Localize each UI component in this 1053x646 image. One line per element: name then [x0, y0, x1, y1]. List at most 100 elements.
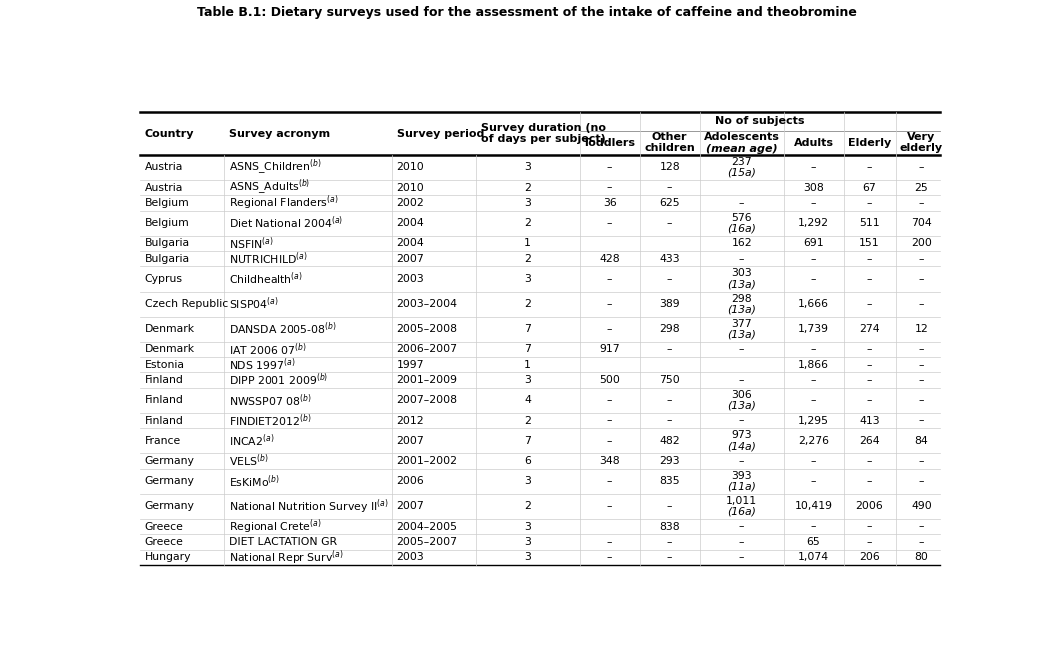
Text: DIPP 2001 2009$^{(b)}$: DIPP 2001 2009$^{(b)}$ — [229, 372, 327, 388]
Text: –: – — [919, 375, 925, 385]
Text: –: – — [811, 395, 816, 405]
Text: –: – — [739, 254, 744, 264]
Text: 2,276: 2,276 — [798, 436, 829, 446]
Text: (13a): (13a) — [728, 280, 756, 289]
Text: 377: 377 — [731, 318, 752, 329]
Text: Finland: Finland — [144, 415, 183, 426]
Text: Survey duration (no
of days per subject): Survey duration (no of days per subject) — [480, 123, 605, 144]
Text: 298: 298 — [731, 293, 752, 304]
Text: 308: 308 — [803, 183, 823, 193]
Text: Finland: Finland — [144, 375, 183, 385]
Text: 576: 576 — [731, 213, 752, 223]
Text: 1,866: 1,866 — [798, 360, 829, 370]
Text: 206: 206 — [859, 552, 880, 562]
Text: –: – — [607, 218, 613, 228]
Text: 7: 7 — [524, 324, 531, 334]
Text: 151: 151 — [859, 238, 880, 249]
Text: 1997: 1997 — [397, 360, 424, 370]
Text: 2002: 2002 — [397, 198, 424, 208]
Text: –: – — [919, 254, 925, 264]
Text: 2005–2008: 2005–2008 — [397, 324, 458, 334]
Text: 2007: 2007 — [397, 436, 424, 446]
Text: 306: 306 — [731, 390, 752, 400]
Text: –: – — [919, 360, 925, 370]
Text: –: – — [867, 456, 872, 466]
Text: INCA2$^{(a)}$: INCA2$^{(a)}$ — [229, 433, 274, 449]
Text: –: – — [739, 552, 744, 562]
Text: 3: 3 — [524, 375, 531, 385]
Text: 2007–2008: 2007–2008 — [397, 395, 458, 405]
Text: 1,074: 1,074 — [798, 552, 829, 562]
Text: –: – — [667, 501, 673, 512]
Text: –: – — [607, 476, 613, 486]
Text: –: – — [739, 415, 744, 426]
Text: –: – — [607, 436, 613, 446]
Text: –: – — [667, 552, 673, 562]
Text: (15a): (15a) — [728, 168, 756, 178]
Text: (14a): (14a) — [728, 441, 756, 452]
Text: Denmark: Denmark — [144, 344, 195, 355]
Text: National Nutrition Survey II$^{(a)}$: National Nutrition Survey II$^{(a)}$ — [229, 497, 389, 516]
Text: –: – — [607, 274, 613, 284]
Text: 2007: 2007 — [397, 254, 424, 264]
Text: 1,666: 1,666 — [798, 299, 829, 309]
Text: 80: 80 — [915, 552, 929, 562]
Text: 200: 200 — [911, 238, 932, 249]
Text: 2006: 2006 — [397, 476, 424, 486]
Text: –: – — [667, 537, 673, 547]
Text: VELS$^{(b)}$: VELS$^{(b)}$ — [229, 453, 269, 470]
Text: 237: 237 — [731, 157, 752, 167]
Text: –: – — [811, 344, 816, 355]
Text: 389: 389 — [659, 299, 680, 309]
Text: Germany: Germany — [144, 501, 195, 512]
Text: Finland: Finland — [144, 395, 183, 405]
Text: –: – — [739, 521, 744, 532]
Text: Belgium: Belgium — [144, 198, 190, 208]
Text: –: – — [739, 375, 744, 385]
Text: 7: 7 — [524, 344, 531, 355]
Text: Very
elderly: Very elderly — [900, 132, 943, 154]
Text: 2001–2002: 2001–2002 — [397, 456, 458, 466]
Text: –: – — [739, 456, 744, 466]
Text: EsKiMo$^{(b)}$: EsKiMo$^{(b)}$ — [229, 473, 280, 490]
Text: NSFIN$^{(a)}$: NSFIN$^{(a)}$ — [229, 235, 274, 252]
Text: –: – — [667, 415, 673, 426]
Text: Childhealth$^{(a)}$: Childhealth$^{(a)}$ — [229, 271, 302, 287]
Text: 2007: 2007 — [397, 501, 424, 512]
Text: Germany: Germany — [144, 456, 195, 466]
Text: 162: 162 — [731, 238, 752, 249]
Text: –: – — [867, 274, 872, 284]
Text: NUTRICHILD$^{(a)}$: NUTRICHILD$^{(a)}$ — [229, 251, 307, 267]
Text: Survey acronym: Survey acronym — [229, 129, 330, 139]
Text: Regional Crete$^{(a)}$: Regional Crete$^{(a)}$ — [229, 517, 321, 536]
Text: 2: 2 — [524, 218, 531, 228]
Text: 2004: 2004 — [397, 218, 424, 228]
Text: Survey period: Survey period — [397, 129, 484, 139]
Text: –: – — [919, 198, 925, 208]
Text: 413: 413 — [859, 415, 880, 426]
Text: Austria: Austria — [144, 183, 183, 193]
Text: ASNS_Adults$^{(b)}$: ASNS_Adults$^{(b)}$ — [229, 178, 310, 197]
Text: Cyprus: Cyprus — [144, 274, 182, 284]
Text: 917: 917 — [599, 344, 620, 355]
Text: –: – — [607, 501, 613, 512]
Text: 3: 3 — [524, 274, 531, 284]
Text: 393: 393 — [731, 471, 752, 481]
Text: –: – — [867, 299, 872, 309]
Text: 4: 4 — [524, 395, 531, 405]
Text: 750: 750 — [659, 375, 680, 385]
Text: (16a): (16a) — [728, 507, 756, 517]
Text: 2012: 2012 — [397, 415, 424, 426]
Text: –: – — [811, 456, 816, 466]
Text: 2005–2007: 2005–2007 — [397, 537, 458, 547]
Text: –: – — [919, 415, 925, 426]
Text: –: – — [607, 415, 613, 426]
Text: –: – — [919, 344, 925, 355]
Text: –: – — [811, 375, 816, 385]
Text: 2006: 2006 — [856, 501, 883, 512]
Text: –: – — [867, 537, 872, 547]
Text: 2004–2005: 2004–2005 — [397, 521, 458, 532]
Text: –: – — [919, 299, 925, 309]
Text: SISP04$^{(a)}$: SISP04$^{(a)}$ — [229, 296, 278, 313]
Text: (11a): (11a) — [728, 482, 756, 492]
